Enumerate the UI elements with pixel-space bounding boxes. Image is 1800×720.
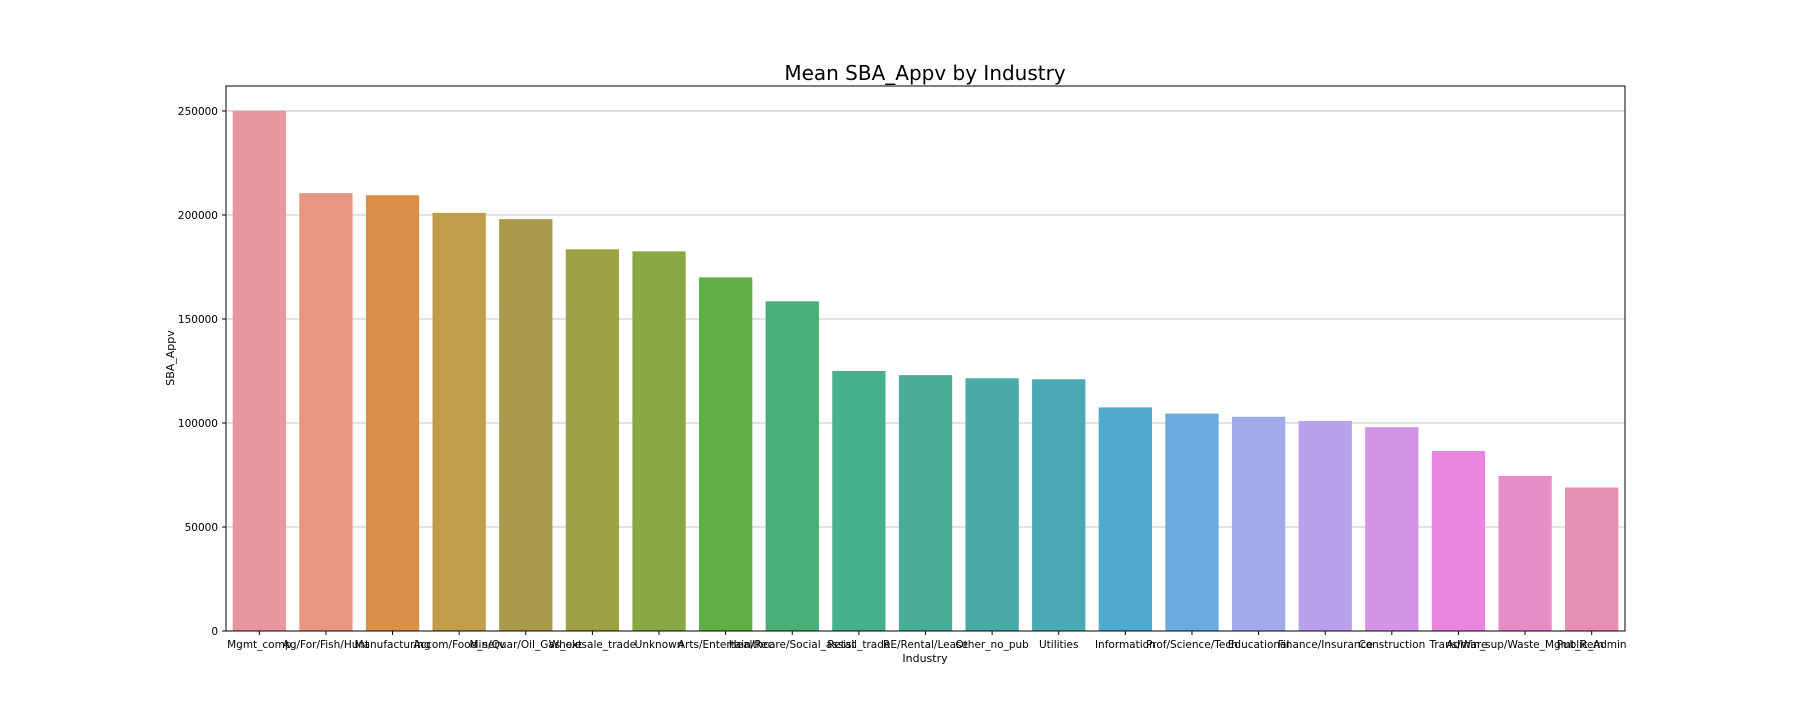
bar — [299, 193, 353, 631]
y-axis-ticks: 0 50000 100000 150000 200000 250000 — [178, 106, 226, 638]
y-axis-label: SBA_Appv — [164, 330, 177, 386]
chart-title: Mean SBA_Appv by Industry — [784, 61, 1066, 85]
x-tick-label: Other_no_pub — [955, 639, 1029, 651]
bar — [1298, 420, 1352, 631]
x-axis-label: Industry — [902, 652, 948, 665]
y-tick-label: 250000 — [178, 106, 218, 118]
bar — [1231, 416, 1286, 631]
bar — [365, 195, 420, 631]
x-tick-label: Min/Quar/Oil_Gas_ext — [469, 639, 582, 651]
x-tick-label: RE/Rental/Lease — [883, 639, 968, 651]
x-tick-label: Construction — [1358, 639, 1425, 651]
x-tick-label: Information — [1095, 639, 1156, 651]
x-tick-label: Arts/Entertain/Rec — [678, 639, 774, 651]
y-tick-label: 150000 — [178, 314, 218, 326]
x-tick-label: Admin_sup/Waste_Mgmt_Rem — [1446, 639, 1603, 651]
x-tick-label: Finance/Insurance — [1278, 639, 1373, 651]
bar — [1431, 451, 1486, 631]
x-axis-ticks: Mgmt_compAg/For/Fish/HuntManufacturingAc… — [227, 631, 1627, 651]
bar — [1498, 476, 1552, 631]
x-tick-label: Educational — [1228, 639, 1290, 651]
bars — [232, 110, 1619, 632]
bar — [832, 370, 886, 631]
bar — [232, 110, 286, 631]
x-tick-label: Trans/Ware — [1428, 639, 1487, 651]
bar — [565, 249, 620, 631]
x-tick-label: Public_Admin — [1557, 639, 1627, 651]
y-tick-label: 200000 — [178, 210, 218, 222]
x-tick-label: Mgmt_comp — [227, 639, 292, 651]
bar — [632, 251, 686, 631]
x-tick-label: Healthcare/Social_assist — [729, 639, 856, 651]
bar — [965, 378, 1019, 631]
bar — [1165, 413, 1219, 631]
y-tick-label: 0 — [211, 626, 218, 638]
bar — [765, 301, 819, 631]
bar — [698, 277, 753, 631]
y-tick-label: 50000 — [185, 522, 218, 534]
x-tick-label: Manufacturing — [355, 639, 431, 651]
bar — [1098, 407, 1153, 631]
x-tick-label: Utilities — [1039, 639, 1079, 651]
x-tick-label: Unknown — [635, 639, 684, 651]
bar — [1365, 427, 1419, 631]
x-tick-label: Ag/For/Fish/Hunt — [283, 639, 370, 651]
bar — [1565, 487, 1619, 631]
bar — [432, 212, 486, 631]
y-tick-label: 100000 — [178, 418, 218, 430]
bar — [898, 375, 953, 631]
x-tick-label: Wholesale_trade — [549, 639, 636, 651]
x-tick-label: Retail_trade — [827, 639, 890, 651]
bar — [1032, 379, 1086, 631]
x-tick-label: Accom/Food_serv — [413, 639, 505, 651]
x-tick-label: Prof/Science/Tech — [1146, 639, 1238, 651]
bar — [499, 219, 553, 632]
